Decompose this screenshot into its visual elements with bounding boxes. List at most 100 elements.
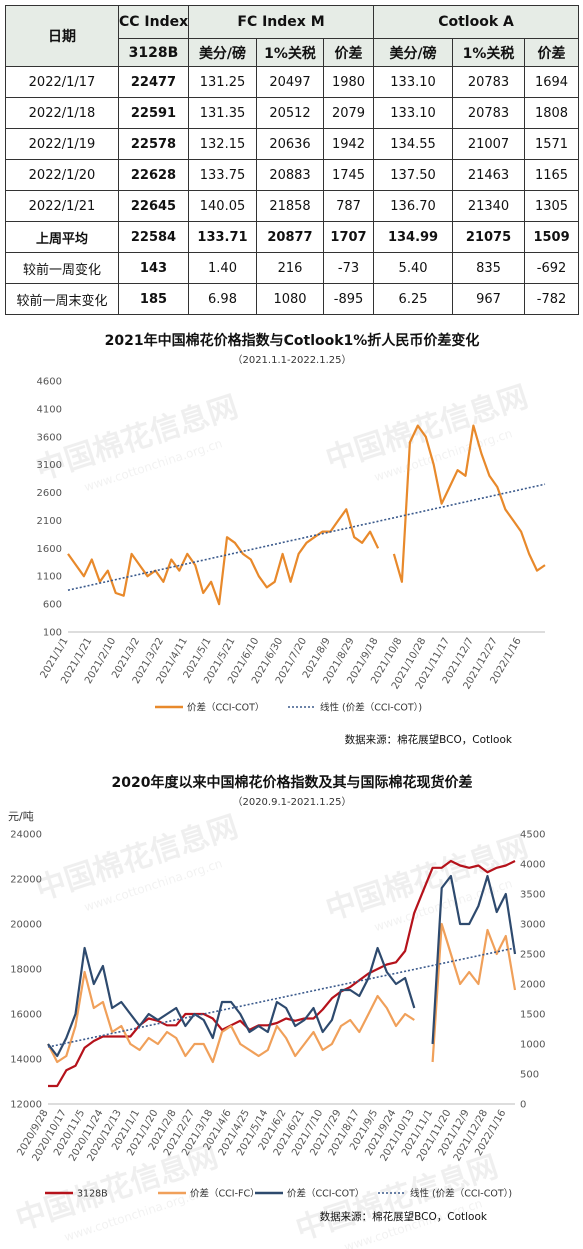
table-cell: 2022/1/19 xyxy=(5,128,119,160)
chart-title: 2020年度以来中国棉花价格指数及其与国际棉花现货价差 xyxy=(112,774,473,791)
table-cell: 20877 xyxy=(256,221,324,253)
table-cell: 日期 xyxy=(5,5,119,67)
table-cell: 5.40 xyxy=(373,252,454,284)
table-cell: 1.40 xyxy=(188,252,257,284)
table-cell: 1305 xyxy=(524,190,580,222)
y-tick-label: 20000 xyxy=(10,920,42,931)
table-cell: 134.99 xyxy=(373,221,454,253)
table-cell: 185 xyxy=(118,283,189,315)
table-cell: 6.25 xyxy=(373,283,454,315)
y-tick-label: 3600 xyxy=(37,432,62,443)
table-cell: 140.05 xyxy=(188,190,257,222)
y2-tick-label: 0 xyxy=(520,1100,526,1111)
y-tick-label: 3100 xyxy=(37,460,62,471)
table-cell: FC Index M xyxy=(187,5,375,39)
table-cell: 1%关税 xyxy=(256,38,324,67)
table-cell: -692 xyxy=(524,252,580,284)
y-tick-label: 4100 xyxy=(37,404,62,415)
table-cell: 133.10 xyxy=(373,97,454,129)
table-cell: 1694 xyxy=(524,66,580,98)
table-cell: 22477 xyxy=(118,66,189,98)
table-cell: 20783 xyxy=(452,97,526,129)
table-cell: 21075 xyxy=(452,221,526,253)
data-row: 较前一周末变化 185 6.98 1080 -895 6.25 967 -782 xyxy=(5,283,580,315)
table-cell: 1%关税 xyxy=(452,38,526,67)
trend-line xyxy=(67,483,546,591)
table-cell: 216 xyxy=(256,252,324,284)
table-cell: 1745 xyxy=(322,159,375,191)
y-tick-label: 600 xyxy=(43,600,62,611)
table-cell: 美分/磅 xyxy=(373,38,454,67)
source-note: 数据来源：棉花展望BCO，Cotlook xyxy=(345,733,513,746)
series-line xyxy=(47,922,517,1064)
data-row: 2022/1/17 22477 131.25 20497 1980 133.10 20783… xyxy=(5,66,580,98)
header-row: 3128B 美分/磅 1%关税 价差 美分/磅 1%关税 价差 xyxy=(6,38,580,67)
table-cell: 835 xyxy=(452,252,526,284)
table-cell: 较前一周末变化 xyxy=(5,283,119,315)
table-cell: -782 xyxy=(524,283,580,315)
table-cell: 1808 xyxy=(524,97,580,129)
table-cell: 133.71 xyxy=(188,221,257,253)
y-tick-label: 14000 xyxy=(10,1055,42,1066)
table-cell: 136.70 xyxy=(373,190,454,222)
legend-label: 价差（CCI-COT） xyxy=(187,702,264,714)
y-axis-label: 元/吨 xyxy=(8,810,34,823)
table-cell: 2022/1/21 xyxy=(5,190,119,222)
table-cell: 1707 xyxy=(322,221,375,253)
table-cell: 133.75 xyxy=(188,159,257,191)
table-cell: 20497 xyxy=(256,66,324,98)
table-cell: 131.25 xyxy=(188,66,257,98)
table-cell: 143 xyxy=(118,252,189,284)
table-cell: 较前一周变化 xyxy=(5,252,119,284)
y-tick-label: 18000 xyxy=(10,965,42,976)
y-tick-label: 2600 xyxy=(37,488,62,499)
table-cell: 21007 xyxy=(452,128,526,160)
table-cell: 132.15 xyxy=(188,128,257,160)
legend-label: 价差（CCI-FC） xyxy=(190,1188,260,1200)
table-cell: 22628 xyxy=(118,159,189,191)
table-cell: 134.55 xyxy=(373,128,454,160)
table-cell: 1980 xyxy=(322,66,375,98)
y-tick-label: 24000 xyxy=(10,830,42,841)
table-cell: 1509 xyxy=(524,221,580,253)
table-cell: 6.98 xyxy=(188,283,257,315)
y-tick-label: 100 xyxy=(43,628,62,639)
data-row: 2022/1/18 22591 131.35 20512 2079 133.10 20783… xyxy=(5,97,580,129)
y-tick-label: 16000 xyxy=(10,1010,42,1021)
table-cell: 20512 xyxy=(256,97,324,129)
legend-label: 3128B xyxy=(77,1189,108,1200)
table-cell: 20783 xyxy=(452,66,526,98)
table-cell: 21340 xyxy=(452,190,526,222)
y2-tick-label: 1000 xyxy=(520,1040,545,1051)
y2-tick-label: 2500 xyxy=(520,950,545,961)
source-note: 数据来源：棉花展望BCO，Cotlook xyxy=(320,1210,488,1223)
y2-tick-label: 2000 xyxy=(520,980,545,991)
table-cell: 价差 xyxy=(322,38,375,67)
y2-tick-label: 3000 xyxy=(520,920,545,931)
y-tick-label: 4600 xyxy=(37,377,62,388)
table-cell: 1571 xyxy=(524,128,580,160)
table-cell: 20636 xyxy=(256,128,324,160)
table-cell: -895 xyxy=(322,283,375,315)
data-row: 2022/1/19 22578 132.15 20636 1942 134.55 21007… xyxy=(5,128,580,160)
table-cell: 133.10 xyxy=(373,66,454,98)
table-cell: 137.50 xyxy=(373,159,454,191)
table-cell: Cotlook A xyxy=(373,5,580,39)
y2-tick-label: 1500 xyxy=(520,1010,545,1021)
series-line xyxy=(47,874,517,1058)
table-cell: 21463 xyxy=(452,159,526,191)
y-tick-label: 12000 xyxy=(10,1100,42,1111)
table-cell: 967 xyxy=(452,283,526,315)
table-cell: 20883 xyxy=(256,159,324,191)
table-cell: 2079 xyxy=(322,97,375,129)
table-cell: 美分/磅 xyxy=(188,38,257,67)
table-cell: 2022/1/17 xyxy=(5,66,119,98)
legend-label: 线性 (价差（CCI-COT）) xyxy=(410,1188,512,1200)
table-cell: 2022/1/18 xyxy=(5,97,119,129)
data-row: 上周平均 22584 133.71 20877 1707 134.99 21075 1509 xyxy=(5,221,580,253)
legend-label: 价差（CCI-COT） xyxy=(287,1188,364,1200)
chart-subtitle: （2020.9.1-2021.1.25） xyxy=(232,796,351,808)
y-tick-label: 1100 xyxy=(37,572,62,583)
chart-title: 2021年中国棉花价格指数与Cotlook1%折人民币价差变化 xyxy=(105,332,480,349)
table-cell: 22584 xyxy=(118,221,189,253)
